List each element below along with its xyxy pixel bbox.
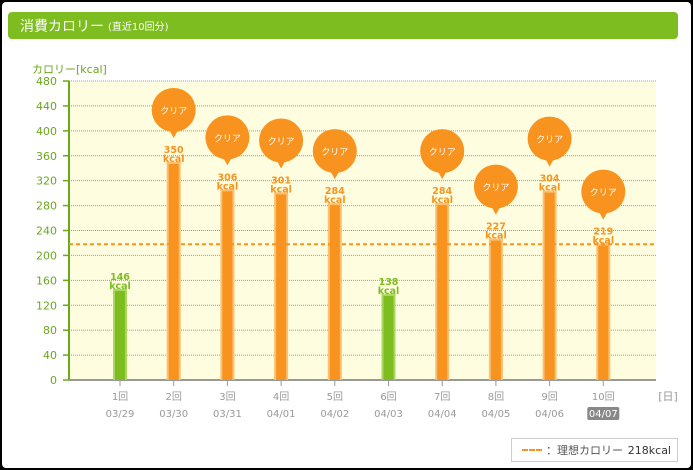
bar <box>329 205 340 380</box>
legend-value: 218kcal <box>627 443 671 457</box>
bar <box>115 291 125 380</box>
x-tick-label: 8回 <box>488 391 504 403</box>
y-tick-label: 480 <box>36 75 57 88</box>
card-header: 消費カロリー (直近10回分) <box>8 12 678 39</box>
clear-badge-pointer <box>276 159 287 169</box>
x-date-label: 04/07 <box>589 409 618 420</box>
x-tick-label: 2回 <box>166 391 182 403</box>
y-axis-label: カロリー[kcal] <box>32 63 107 76</box>
clear-badge-label: クリア <box>590 188 617 199</box>
x-tick-label: 9回 <box>541 391 557 403</box>
bar <box>544 192 555 380</box>
x-date-label: 03/31 <box>213 409 242 420</box>
clear-badge-label: クリア <box>429 147 456 158</box>
legend-label: ：理想カロリー <box>546 444 623 457</box>
clear-badge-label: クリア <box>482 183 509 194</box>
clear-badge-label: クリア <box>268 137 295 148</box>
clear-badge-label: クリア <box>214 133 241 144</box>
bar-unit-label: kcal <box>485 231 507 242</box>
x-tick-label: 4回 <box>273 391 289 403</box>
bar-value-label: 306 <box>217 172 237 183</box>
clear-badge-pointer <box>329 170 340 180</box>
x-tick-label: 6回 <box>380 391 396 403</box>
bar <box>168 163 179 380</box>
clear-badge-pointer <box>490 205 501 215</box>
bar-value-label: 301 <box>271 176 291 187</box>
legend-dash-icon <box>522 449 542 451</box>
bar-unit-label: kcal <box>270 185 292 196</box>
clear-badge-pointer <box>437 170 448 180</box>
y-tick-label: 160 <box>36 274 57 287</box>
bar-value-label: 138 <box>379 277 399 288</box>
clear-badge <box>420 129 465 174</box>
bar <box>222 191 233 380</box>
bar-unit-label: kcal <box>431 195 453 206</box>
bar-value-label: 219 <box>593 227 613 238</box>
bar <box>383 296 394 380</box>
clear-badge-label: クリア <box>536 135 563 146</box>
bar-value-label: 284 <box>432 186 452 197</box>
x-date-label: 03/30 <box>159 409 188 420</box>
card-subtitle: (直近10回分) <box>108 22 169 33</box>
bar-value-label: 227 <box>486 222 506 233</box>
x-date-label: 04/01 <box>267 409 296 420</box>
y-tick-label: 80 <box>43 324 57 337</box>
clear-badge-label: クリア <box>321 147 348 158</box>
bar-unit-label: kcal <box>378 286 400 297</box>
x-date-label: 04/05 <box>481 409 510 420</box>
x-tick-label: 10回 <box>592 391 615 403</box>
y-tick-label: 400 <box>36 125 57 138</box>
y-tick-label: 320 <box>36 175 57 188</box>
clear-badge-pointer <box>168 128 179 138</box>
y-tick-label: 240 <box>36 225 57 238</box>
bar <box>598 245 609 380</box>
bar-value-label: 350 <box>164 145 184 156</box>
clear-badge <box>312 129 357 174</box>
bar-unit-label: kcal <box>592 236 614 247</box>
y-tick-label: 200 <box>36 249 57 262</box>
date-highlight <box>587 407 620 420</box>
bar <box>437 205 448 380</box>
clear-badge <box>581 169 626 214</box>
x-date-label: 04/03 <box>374 409 403 420</box>
x-date-label: 04/04 <box>428 409 457 420</box>
x-date-label: 04/02 <box>320 409 349 420</box>
clear-badge <box>259 118 304 163</box>
y-tick-label: 280 <box>36 200 57 213</box>
bar-unit-label: kcal <box>109 281 131 292</box>
card-title: 消費カロリー <box>20 18 104 35</box>
bar-value-label: 284 <box>325 186 345 197</box>
x-axis-label: [日] <box>658 390 678 403</box>
y-tick-label: 440 <box>36 100 57 113</box>
bar <box>276 194 287 380</box>
bar-value-label: 146 <box>110 272 130 283</box>
bar-value-label: 304 <box>540 174 560 185</box>
clear-badge-pointer <box>222 156 233 166</box>
clear-badge-pointer <box>598 210 609 220</box>
bar-unit-label: kcal <box>217 181 239 192</box>
clear-badge <box>473 164 518 209</box>
clear-badge <box>151 87 196 132</box>
legend: ：理想カロリー 218kcal <box>511 438 678 462</box>
y-tick-label: 360 <box>36 150 57 163</box>
bar-unit-label: kcal <box>539 183 561 194</box>
clear-badge-label: クリア <box>160 106 187 117</box>
x-tick-label: 5回 <box>327 391 343 403</box>
y-tick-label: 120 <box>36 299 57 312</box>
x-date-label: 03/29 <box>106 409 135 420</box>
bar <box>490 240 501 380</box>
x-tick-label: 7回 <box>434 391 450 403</box>
clear-badge <box>205 115 250 160</box>
x-tick-label: 1回 <box>112 391 128 403</box>
y-tick-label: 0 <box>50 374 57 387</box>
x-date-label: 04/06 <box>535 409 564 420</box>
bar-unit-label: kcal <box>324 195 346 206</box>
clear-badge-pointer <box>544 157 555 167</box>
bar-unit-label: kcal <box>163 154 185 165</box>
y-tick-label: 40 <box>43 349 57 362</box>
clear-badge <box>527 116 572 161</box>
x-tick-label: 3回 <box>219 391 235 403</box>
